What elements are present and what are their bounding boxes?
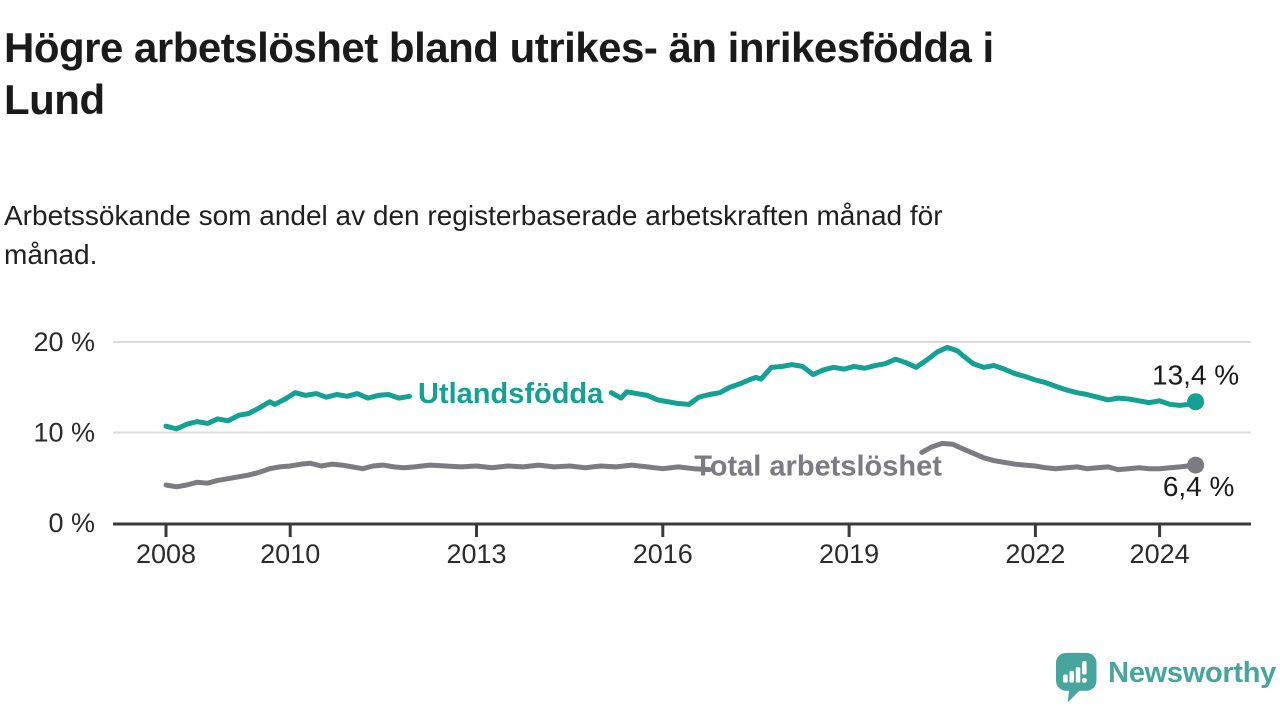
chart-subtitle-line-2: månad. <box>4 239 98 270</box>
series-line-total-arbetsl-shet-seg1 <box>163 460 712 490</box>
series-end-dot-utlandsf-dda <box>1187 393 1205 411</box>
x-tick-label-2024: 2024 <box>1130 539 1190 569</box>
series-end-dot-total-arbetsl-shet <box>1187 456 1205 474</box>
x-tick-label-2019: 2019 <box>819 539 879 569</box>
series-label-total-arbetsl-shet: Total arbetslöshet <box>694 451 942 483</box>
x-tick-label-2016: 2016 <box>633 539 693 569</box>
series-line-total-arbetsl-shet-seg2 <box>919 440 1199 473</box>
series-label-utlandsf-dda: Utlandsfödda <box>418 378 604 410</box>
series-line-utlandsf-dda-seg2 <box>608 344 1199 408</box>
series-line-utlandsf-dda-seg1 <box>163 390 412 432</box>
x-tick-label-2013: 2013 <box>446 539 506 569</box>
newsworthy-speech-bubble-bar-chart-icon <box>1056 652 1097 703</box>
chart-title: Högre arbetslöshet bland utrikes- än inr… <box>4 22 1264 126</box>
end-value-label-total-arbetsl-shet: 6,4 % <box>1163 471 1235 502</box>
end-value-label-utlandsf-dda: 13,4 % <box>1152 360 1239 391</box>
y-tick-label-0: 0 % <box>48 508 95 538</box>
y-tick-label-10: 10 % <box>33 418 95 448</box>
newsworthy-logo-text: Newsworthy <box>1108 657 1276 689</box>
y-tick-label-20: 20 % <box>33 327 95 357</box>
x-tick-label-2008: 2008 <box>136 539 196 569</box>
x-tick-label-2022: 2022 <box>1005 539 1065 569</box>
newsworthy-logo: Newsworthy <box>1056 650 1276 710</box>
chart-title-line-2: Lund <box>4 76 105 123</box>
chart-subtitle: Arbetssökande som andel av den registerb… <box>4 196 1264 274</box>
chart-title-line-1: Högre arbetslöshet bland utrikes- än inr… <box>4 24 994 71</box>
x-tick-label-2010: 2010 <box>260 539 320 569</box>
chart-subtitle-line-1: Arbetssökande som andel av den registerb… <box>4 200 943 231</box>
